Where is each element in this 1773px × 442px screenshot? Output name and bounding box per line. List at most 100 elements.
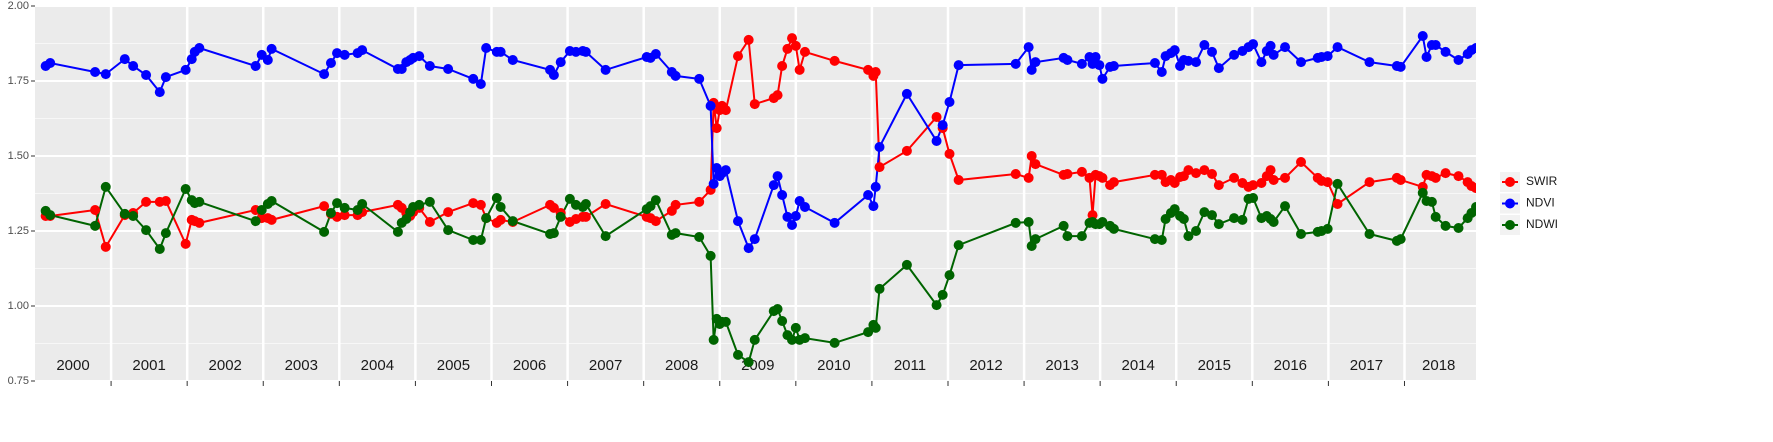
data-point [45,58,56,68]
year-label: 2016 [1274,357,1307,374]
data-point [1183,165,1194,176]
data-point [708,334,719,345]
data-point [1248,193,1259,203]
data-point [1268,217,1279,227]
legend-label: NDWI [1526,217,1558,231]
legend-marker [1505,220,1515,230]
data-point [1076,231,1087,242]
year-label: 2015 [1198,357,1231,374]
data-point [481,213,492,224]
data-point [262,55,273,65]
data-point [468,73,479,84]
data-point [1076,166,1087,177]
legend-label: NDVI [1526,196,1555,210]
data-point [944,270,955,281]
data-point [720,165,731,176]
data-point [953,175,964,185]
data-point [1322,177,1333,188]
data-point [874,283,885,294]
data-point [141,196,152,207]
data-point [1364,177,1375,188]
y-tick-label: 1.00 [8,300,29,312]
data-point [1030,57,1041,68]
data-point [1430,40,1441,50]
data-point [720,316,731,327]
data-point [1183,55,1194,66]
data-point [180,184,191,194]
data-point [1108,223,1119,234]
data-point [1229,49,1240,60]
data-point [1440,220,1451,231]
data-point [670,228,681,239]
data-point [1364,229,1375,239]
data-point [794,64,805,75]
data-point [548,228,559,239]
data-point [1332,199,1343,209]
data-point [128,61,139,71]
data-point [392,226,403,237]
data-point [154,244,165,254]
plot-marks [40,31,1476,368]
data-point [787,220,798,230]
data-point [1026,64,1037,75]
data-point [1296,57,1307,68]
data-point [1256,178,1267,188]
data-point [868,201,879,212]
data-point [414,51,425,62]
data-point [128,211,139,221]
data-point [555,211,566,222]
year-label: 2011 [894,357,926,374]
data-point [944,97,955,107]
data-point [1430,211,1441,222]
data-point [874,142,885,152]
data-point [799,46,810,57]
data-point [424,61,435,71]
data-point [694,232,705,242]
data-point [90,67,101,77]
data-point [711,123,722,134]
data-point [1149,169,1160,180]
data-point [1058,220,1069,231]
year-label: 2007 [589,357,622,374]
data-point [787,334,798,345]
data-point [1030,234,1041,245]
y-tick-label: 2.00 [8,0,29,12]
data-point [424,196,435,207]
data-point [443,64,454,74]
data-point [548,70,559,80]
data-point [743,357,754,368]
data-point [1010,58,1021,69]
data-point [1087,210,1098,221]
data-point [829,217,840,228]
legend-marker [1505,198,1515,209]
data-point [1395,175,1406,185]
data-point [670,70,681,81]
data-point [1296,157,1307,167]
data-point [1156,235,1167,245]
year-label: 2006 [513,357,546,374]
data-point [743,34,754,45]
data-point [782,211,793,222]
data-point [250,61,261,71]
data-point [870,67,881,77]
data-point [325,208,336,218]
data-point [119,208,130,219]
data-point [266,196,277,206]
data-point [799,333,810,344]
data-point [1108,177,1119,188]
data-point [953,240,964,251]
year-label: 2005 [437,357,470,374]
data-point [743,243,754,254]
data-point [1094,60,1105,71]
year-label: 2008 [665,357,698,374]
data-point [1237,214,1248,225]
year-label: 2018 [1422,357,1455,374]
data-point [332,48,343,59]
data-point [787,33,798,44]
data-point [705,100,716,111]
data-point [339,49,350,60]
data-point [1191,226,1202,236]
data-point [100,69,111,80]
data-point [1097,217,1108,227]
data-point [475,199,486,210]
